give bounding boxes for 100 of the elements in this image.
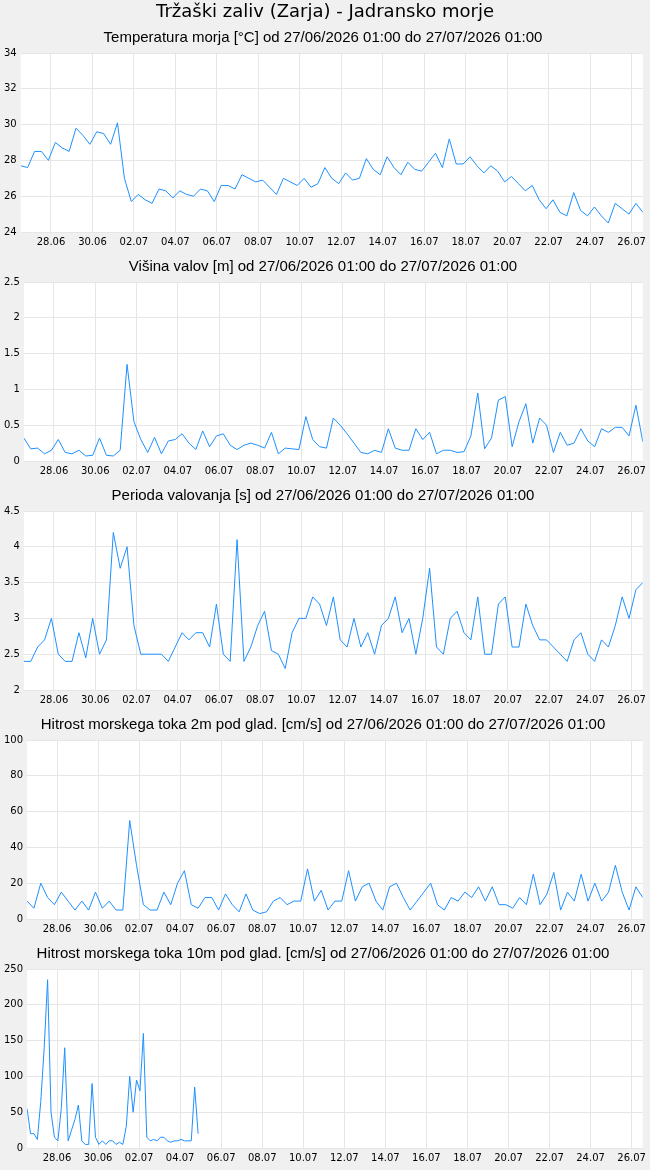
x-tick-label: 22.07 — [534, 693, 564, 705]
x-tick-label: 08.07 — [245, 693, 275, 705]
y-tick-label: 40 — [10, 840, 24, 852]
y-tick-label: 34 — [3, 46, 17, 58]
x-tick-label: 26.07 — [617, 235, 646, 247]
x-tick-label: 14.07 — [369, 464, 399, 476]
y-tick-label: 28 — [3, 153, 17, 165]
x-tick-label: 06.07 — [202, 235, 232, 247]
y-tick-label: 0 — [16, 912, 24, 924]
x-tick-label: 18.07 — [453, 922, 482, 934]
x-tick-label: 16.07 — [412, 1151, 441, 1163]
y-tick-label: 0.5 — [4, 418, 20, 430]
y-tick-label: 24 — [3, 225, 17, 237]
y-tick-label: 2 — [13, 311, 20, 323]
x-tick-label: 28.06 — [42, 1151, 72, 1163]
y-tick-label: 80 — [10, 769, 24, 781]
x-tick-label: 08.07 — [247, 922, 277, 934]
x-tick-label: 06.07 — [204, 693, 234, 705]
x-tick-label: 24.07 — [576, 922, 605, 934]
x-tick-label: 04.07 — [163, 693, 193, 705]
x-tick-label: 12.07 — [329, 1151, 359, 1163]
y-tick-label: 60 — [10, 805, 24, 817]
y-tick-label: 2 — [13, 683, 20, 695]
x-tick-label: 06.07 — [206, 922, 236, 934]
chart-title: Hitrost morskega toka 10m pod glad. [cm/s] od 27/06/2026 01:00 do 27/07/2026 01:00 — [36, 944, 610, 962]
x-tick-label: 30.06 — [78, 235, 107, 247]
x-tick-label: 30.06 — [83, 922, 113, 934]
x-tick-label: 30.06 — [80, 464, 110, 476]
y-tick-label: 20 — [10, 876, 24, 888]
chart-title: Tržaški zaliv (Zarja) - Jadransko morje — [155, 0, 495, 23]
y-tick-label: 4.5 — [4, 504, 20, 516]
y-tick-label: 0 — [13, 454, 20, 466]
x-tick-label: 24.07 — [576, 1151, 605, 1163]
x-tick-label: 08.07 — [245, 464, 275, 476]
x-tick-label: 26.07 — [617, 464, 646, 476]
x-tick-label: 18.07 — [452, 693, 481, 705]
x-tick-label: 02.07 — [122, 693, 151, 705]
x-tick-label: 12.07 — [328, 693, 358, 705]
x-tick-label: 10.07 — [288, 1151, 318, 1163]
x-tick-label: 04.07 — [161, 235, 190, 247]
chart-title: Hitrost morskega toka 2m pod glad. [cm/s] od 27/06/2026 01:00 do 27/07/2026 01:00 — [40, 715, 606, 733]
x-tick-label: 22.07 — [535, 922, 564, 934]
x-tick-label: 02.07 — [124, 1151, 154, 1163]
x-tick-label: 12.07 — [328, 464, 358, 476]
x-tick-label: 20.07 — [493, 464, 523, 476]
x-tick-label: 26.07 — [617, 693, 646, 705]
y-tick-label: 1.5 — [4, 347, 20, 359]
y-tick-label: 1 — [13, 382, 20, 394]
x-tick-label: 08.07 — [244, 235, 273, 247]
y-tick-label: 100 — [3, 1069, 24, 1081]
y-tick-label: 32 — [3, 82, 17, 94]
x-tick-label: 20.07 — [494, 922, 523, 934]
y-tick-label: 2.5 — [4, 275, 20, 287]
x-tick-label: 22.07 — [534, 464, 564, 476]
x-tick-label: 08.07 — [247, 1151, 277, 1163]
x-tick-label: 24.07 — [576, 464, 605, 476]
y-tick-label: 100 — [3, 733, 24, 745]
x-tick-label: 28.06 — [42, 922, 72, 934]
x-tick-label: 04.07 — [165, 922, 195, 934]
y-tick-label: 26 — [3, 189, 17, 201]
y-tick-label: 250 — [3, 962, 24, 974]
x-tick-label: 06.07 — [204, 464, 234, 476]
x-tick-label: 14.07 — [368, 235, 398, 247]
x-tick-label: 16.07 — [411, 693, 440, 705]
y-tick-label: 30 — [3, 118, 17, 130]
chart-title: Višina valov [m] od 27/06/2026 01:00 do 27/07/2026 01:00 — [128, 257, 518, 275]
x-tick-label: 10.07 — [287, 464, 316, 476]
x-tick-label: 02.07 — [119, 235, 149, 247]
y-tick-label: 150 — [3, 1034, 24, 1046]
x-tick-label: 10.07 — [288, 922, 318, 934]
x-tick-label: 14.07 — [371, 922, 400, 934]
y-tick-label: 2.5 — [4, 647, 20, 659]
x-tick-label: 22.07 — [534, 235, 563, 247]
x-tick-label: 28.06 — [39, 693, 69, 705]
y-tick-label: 50 — [10, 1105, 24, 1117]
x-tick-label: 12.07 — [326, 235, 356, 247]
x-tick-label: 30.06 — [83, 1151, 113, 1163]
chart-subtitle: Temperatura morja [°C] od 27/06/2026 01:00 do 27/07/2026 01:00 — [103, 28, 543, 46]
x-tick-label: 16.07 — [412, 922, 441, 934]
y-tick-label: 0 — [16, 1141, 24, 1153]
x-tick-label: 16.07 — [411, 464, 440, 476]
x-tick-label: 02.07 — [124, 922, 154, 934]
x-tick-label: 02.07 — [122, 464, 151, 476]
x-tick-label: 28.06 — [36, 235, 66, 247]
x-tick-label: 20.07 — [494, 1151, 523, 1163]
y-tick-label: 3 — [13, 611, 20, 623]
x-tick-label: 20.07 — [492, 235, 522, 247]
x-tick-label: 04.07 — [165, 1151, 195, 1163]
x-tick-label: 24.07 — [575, 235, 605, 247]
x-tick-label: 24.07 — [576, 693, 605, 705]
x-tick-label: 12.07 — [329, 922, 359, 934]
x-tick-label: 04.07 — [163, 464, 193, 476]
x-tick-label: 06.07 — [206, 1151, 236, 1163]
x-tick-label: 10.07 — [287, 693, 316, 705]
x-tick-label: 28.06 — [39, 464, 69, 476]
y-tick-label: 200 — [3, 998, 24, 1010]
y-tick-label: 4 — [13, 540, 20, 552]
x-tick-label: 18.07 — [453, 1151, 482, 1163]
y-tick-label: 3.5 — [4, 576, 20, 588]
x-tick-label: 26.07 — [617, 922, 646, 934]
